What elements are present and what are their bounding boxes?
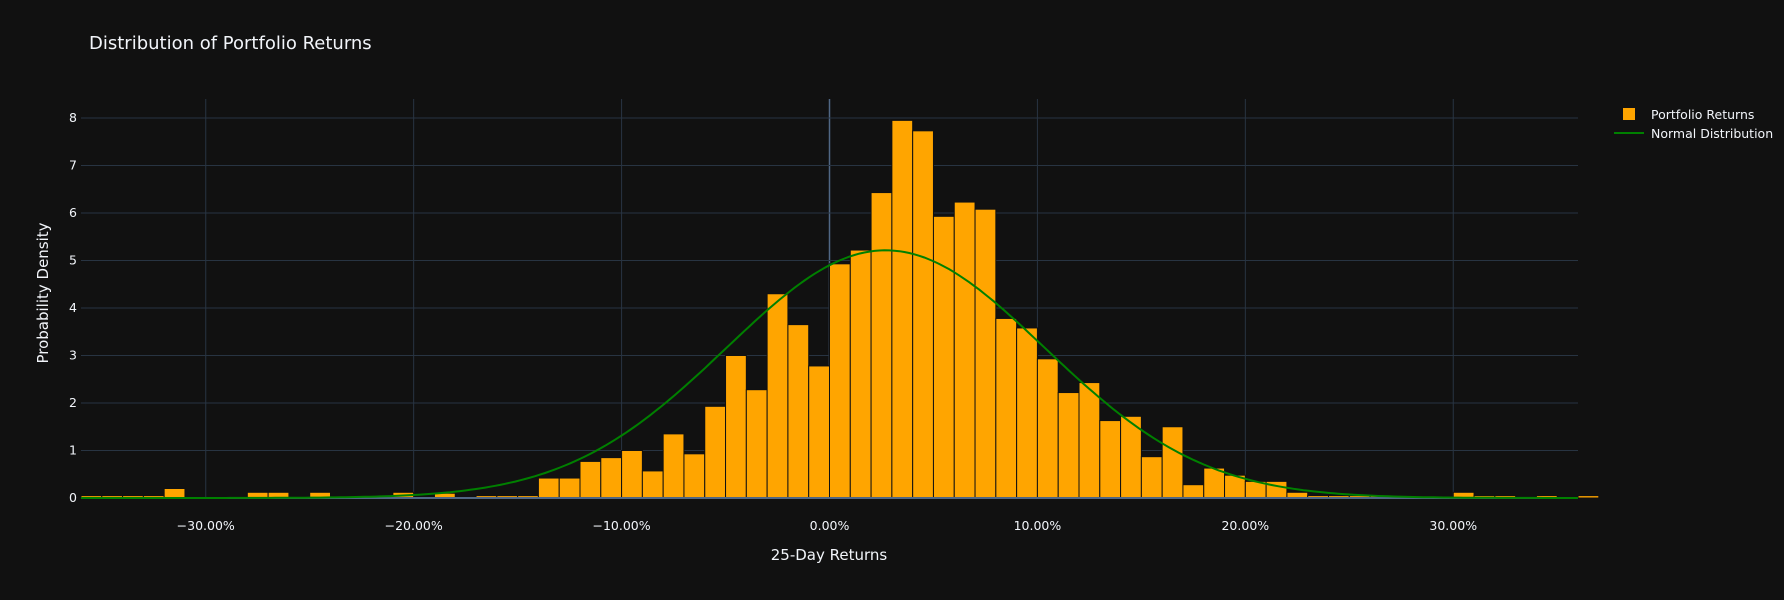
histogram-bar (995, 317, 1018, 499)
bars-layer (80, 119, 1600, 499)
legend-item-portfolio-returns[interactable]: Portfolio Returns (1623, 107, 1754, 122)
histogram-bar (849, 249, 872, 499)
y-tick-label: 8 (69, 110, 77, 125)
histogram-bar (600, 457, 623, 499)
histogram-bar (1099, 420, 1122, 499)
histogram-bar (808, 365, 830, 499)
x-tick-label: −30.00% (177, 518, 235, 533)
histogram-bar (683, 453, 706, 499)
x-tick-label: −10.00% (593, 518, 651, 533)
histogram-bar (1203, 467, 1226, 499)
y-tick-label: 7 (69, 158, 77, 173)
y-tick-labels: 0 1 2 3 4 5 6 7 8 (69, 110, 77, 505)
y-tick-label: 4 (69, 300, 77, 315)
x-axis-label: 25-Day Returns (771, 546, 888, 564)
legend-label-portfolio-returns: Portfolio Returns (1651, 107, 1754, 122)
histogram-bar (662, 433, 685, 499)
histogram-bar (891, 119, 914, 499)
normal-distribution-line (81, 249, 1578, 499)
curve-layer (81, 249, 1578, 499)
y-tick-label: 6 (69, 205, 77, 220)
x-tick-label: −20.00% (385, 518, 443, 533)
histogram-bar (1577, 495, 1600, 499)
histogram-bar (641, 470, 664, 499)
y-tick-label: 0 (69, 490, 77, 505)
y-tick-label: 1 (69, 443, 77, 458)
histogram-bar (163, 488, 186, 499)
y-tick-label: 3 (69, 348, 77, 363)
x-tick-label: 0.00% (810, 518, 850, 533)
x-tick-label: 30.00% (1429, 518, 1477, 533)
histogram-bar (766, 293, 789, 499)
legend-label-normal-distribution: Normal Distribution (1651, 126, 1773, 141)
histogram-bar (932, 215, 955, 499)
histogram-bar (1078, 382, 1101, 499)
histogram-bar (1140, 456, 1163, 499)
x-tick-labels: −30.00% −20.00% −10.00% 0.00% 10.00% 20.00% 30… (177, 518, 1478, 533)
histogram-bar (829, 263, 851, 499)
histogram-bar (558, 477, 581, 499)
histogram-bar (579, 460, 602, 499)
histogram-bar (912, 130, 934, 499)
histogram-bar (953, 201, 976, 499)
histogram-bar (1036, 358, 1059, 499)
histogram-bar (1161, 426, 1184, 499)
legend-item-normal-distribution[interactable]: Normal Distribution (1614, 126, 1773, 141)
histogram-bar (745, 389, 768, 499)
histogram-bar (974, 208, 997, 499)
x-tick-label: 10.00% (1014, 518, 1062, 533)
histogram-bar (1182, 484, 1205, 499)
histogram-bar (870, 192, 893, 499)
y-axis-label: Probability Density (34, 222, 52, 363)
histogram-bar (1016, 327, 1038, 499)
y-tick-label: 2 (69, 395, 77, 410)
histogram-bar (704, 405, 727, 499)
histogram-bar (725, 355, 747, 499)
histogram-bar (787, 324, 810, 499)
x-tick-label: 20.00% (1221, 518, 1269, 533)
histogram-bar (621, 450, 643, 499)
legend-bar-swatch (1623, 108, 1635, 120)
y-tick-label: 5 (69, 253, 77, 268)
histogram-bar (1057, 392, 1080, 499)
legend[interactable]: Portfolio Returns Normal Distribution (1614, 107, 1773, 141)
chart-title: Distribution of Portfolio Returns (89, 33, 372, 54)
histogram-bar (537, 477, 560, 499)
